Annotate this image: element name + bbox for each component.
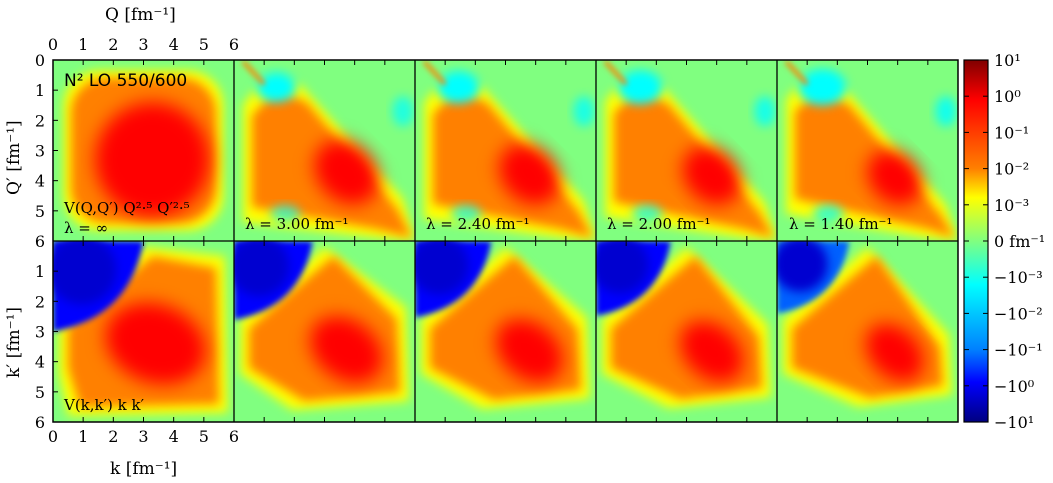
field-peak xyxy=(495,318,563,383)
field-negative-core xyxy=(53,241,117,305)
panel-bottom-4 xyxy=(596,241,777,422)
field-negative-core xyxy=(415,241,469,295)
panel-top-2 xyxy=(234,60,415,241)
field-negative xyxy=(270,204,301,223)
lambda-label-4: λ = 2.00 fm⁻¹ xyxy=(607,215,710,233)
top-axis-tick-label: 0 xyxy=(48,35,58,54)
bottom-axis-tick-label: 1 xyxy=(78,427,88,446)
colorbar-tick-label: −10¹ xyxy=(994,413,1034,432)
heatmap-panels xyxy=(53,60,958,422)
bottom-axis-tick-label: 2 xyxy=(108,427,118,446)
field-peak xyxy=(867,150,922,205)
colorbar-tick-label: 10⁻¹ xyxy=(994,123,1029,142)
bottom-axis-tick-label: 0 xyxy=(48,427,58,446)
field-negative-core xyxy=(234,241,290,297)
top-axis-tick-label: 2 xyxy=(108,35,118,54)
field-peak xyxy=(310,316,383,383)
field-negative xyxy=(573,96,595,127)
lambda-label-3: λ = 2.40 fm⁻¹ xyxy=(426,215,529,233)
top-axis-tick-label: 5 xyxy=(199,35,209,54)
field-stripe xyxy=(784,60,809,86)
field-peak xyxy=(95,102,210,217)
field-negative xyxy=(813,204,844,223)
panel-top-1 xyxy=(53,60,234,241)
bottom-row-ytick-label: 2 xyxy=(35,292,45,311)
field-stripe xyxy=(603,60,628,86)
colorbar-tick-label: −10⁰ xyxy=(994,377,1034,396)
colorbar-tick-label: −10⁻³ xyxy=(994,268,1043,287)
bottom-row-ytick-label: 3 xyxy=(35,323,45,342)
field-negative-core xyxy=(596,241,649,294)
field-stripe xyxy=(241,60,266,86)
field-peak xyxy=(682,146,741,205)
bottom-axis-tick-label: 6 xyxy=(229,427,239,446)
bottom-row-ytick-label: 4 xyxy=(35,353,45,372)
colorbar-tick-label: 10⁻³ xyxy=(994,196,1029,215)
field-peak xyxy=(105,302,206,385)
field-negative xyxy=(617,70,663,105)
bottom-row-ytick-label: 5 xyxy=(35,383,45,402)
top-axis-tick-label: 3 xyxy=(138,35,148,54)
field-peak xyxy=(314,140,379,205)
top-row-ytick-label: 5 xyxy=(35,202,45,221)
top-axis-tick-label: 6 xyxy=(229,35,239,54)
bottom-axis-tick-label: 4 xyxy=(169,427,179,446)
top-function-label: V(Q,Q′) Q²·⁵ Q′²·⁵ xyxy=(63,199,190,217)
field-negative-core xyxy=(777,241,828,292)
panel-bottom-5 xyxy=(777,241,958,422)
top-row-ytick-label: 2 xyxy=(35,111,45,130)
field-stripe xyxy=(422,60,447,86)
colorbar-tick-label: 10¹ xyxy=(994,51,1021,70)
top-axis-tick-label: 1 xyxy=(78,35,88,54)
top-axis-title: Q [fm⁻¹] xyxy=(105,5,176,25)
field-negative xyxy=(754,96,776,127)
colorbar-tick-label: −10⁻¹ xyxy=(994,341,1043,360)
bottom-row-ytick-label: 1 xyxy=(35,262,45,281)
top-row-ytick-label: 6 xyxy=(35,232,45,251)
colorbar-tick-label: −10⁻² xyxy=(994,304,1043,323)
bottom-axis-tick-label: 3 xyxy=(138,427,148,446)
top-row-ytick-label: 3 xyxy=(35,142,45,161)
bottom-row-ylabel: k′ [fm⁻¹] xyxy=(4,307,24,378)
bottom-row-ytick-label: 6 xyxy=(35,413,45,432)
bottom-axis-tick-label: 5 xyxy=(199,427,209,446)
lambda-label-5: λ = 1.40 fm⁻¹ xyxy=(789,215,892,233)
field-negative xyxy=(256,72,297,103)
corner-label: N² LO 550/600 xyxy=(64,71,187,91)
top-row-ytick-label: 1 xyxy=(35,81,45,100)
colorbar-ticks: 10¹ 10⁰ 10⁻¹ 10⁻² 10⁻³ 0 fm⁻¹ −10⁻³ −10⁻² −10⁻¹ −… xyxy=(964,51,1045,432)
field-negative xyxy=(392,96,414,127)
panel-top-4 xyxy=(596,60,777,241)
field-peak xyxy=(865,323,924,382)
colorbar-tick-label: 10⁻² xyxy=(994,160,1029,179)
panel-bottom-2 xyxy=(234,241,415,422)
lambda-label-1: λ = ∞ xyxy=(64,219,108,237)
field-negative xyxy=(632,204,663,223)
panel-top-5 xyxy=(777,60,958,241)
bottom-function-label: V(k,k′) k k′ xyxy=(63,396,145,414)
top-axis-tick-label: 4 xyxy=(169,35,179,54)
top-row-ytick-label: 4 xyxy=(35,172,45,191)
bottom-axis-title: k [fm⁻¹] xyxy=(110,459,177,479)
field-peak xyxy=(499,144,560,205)
field-negative xyxy=(451,204,482,223)
field-negative xyxy=(436,71,480,104)
field-negative xyxy=(935,96,957,127)
lambda-label-2: λ = 3.00 fm⁻¹ xyxy=(245,215,348,233)
panel-bottom-1 xyxy=(53,241,234,422)
top-row-ytick-label: 0 xyxy=(35,51,45,70)
panel-bottom-3 xyxy=(415,241,596,422)
field-negative xyxy=(798,69,847,106)
colorbar-tick-label: 0 fm⁻¹ xyxy=(994,232,1045,251)
field-peak xyxy=(679,320,744,383)
colorbar-tick-label: 10⁰ xyxy=(994,87,1021,106)
top-row-ylabel: Q′ [fm⁻¹] xyxy=(4,120,24,195)
panel-top-3 xyxy=(415,60,596,241)
